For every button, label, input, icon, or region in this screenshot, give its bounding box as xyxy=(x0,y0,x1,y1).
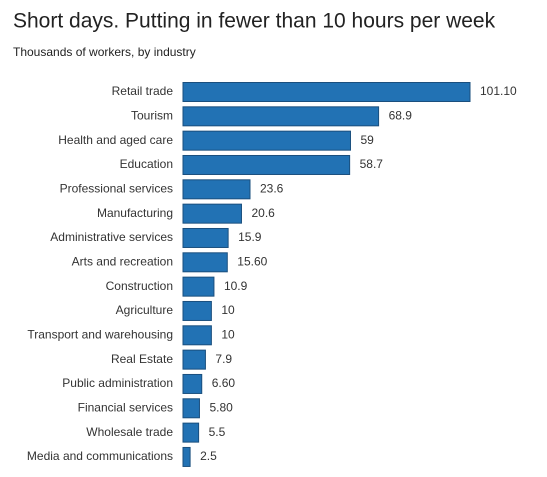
bar xyxy=(182,422,200,443)
category-label: Transport and warehousing xyxy=(27,327,173,341)
category-label: Retail trade xyxy=(112,84,174,98)
bar xyxy=(182,106,380,127)
category-label: Health and aged care xyxy=(58,133,173,147)
value-label: 15.9 xyxy=(238,230,262,244)
value-label: 5.80 xyxy=(209,400,233,414)
category-label: Media and communications xyxy=(27,449,173,463)
category-label: Professional services xyxy=(60,181,173,195)
bar xyxy=(182,349,206,370)
bar xyxy=(182,446,191,467)
bar xyxy=(182,325,212,346)
value-label: 58.7 xyxy=(360,157,384,171)
value-label: 15.60 xyxy=(237,254,267,268)
category-label: Agriculture xyxy=(116,303,174,317)
category-label: Education xyxy=(120,157,173,171)
value-label: 23.6 xyxy=(260,181,284,195)
category-label: Construction xyxy=(106,279,173,293)
chart-subtitle: Thousands of workers, by industry xyxy=(13,45,196,59)
value-label: 20.6 xyxy=(251,206,275,220)
category-label: Financial services xyxy=(78,400,173,414)
value-label: 6.60 xyxy=(212,376,236,390)
bar xyxy=(182,154,351,175)
value-label: 2.5 xyxy=(200,449,217,463)
bar xyxy=(182,130,351,151)
category-label: Tourism xyxy=(131,109,173,123)
value-label: 7.9 xyxy=(215,352,232,366)
category-label: Arts and recreation xyxy=(72,254,173,268)
category-label: Wholesale trade xyxy=(86,425,173,439)
bar xyxy=(182,179,251,200)
value-label: 10 xyxy=(221,303,235,317)
category-label: Real Estate xyxy=(111,352,173,366)
chart-title: Short days. Putting in fewer than 10 hou… xyxy=(13,10,496,33)
category-label: Administrative services xyxy=(50,230,173,244)
value-label: 101.10 xyxy=(480,84,517,98)
value-label: 10.9 xyxy=(224,279,248,293)
bar xyxy=(182,227,229,248)
bar xyxy=(182,276,215,297)
bar xyxy=(182,300,212,321)
value-label: 68.9 xyxy=(389,109,413,123)
value-label: 5.5 xyxy=(209,425,226,439)
value-label: 10 xyxy=(221,327,235,341)
bar xyxy=(182,252,228,273)
category-label: Public administration xyxy=(62,376,173,390)
category-label: Manufacturing xyxy=(97,206,173,220)
value-label: 59 xyxy=(360,133,374,147)
bar xyxy=(182,373,203,394)
bar xyxy=(182,82,471,102)
bar xyxy=(182,398,200,419)
bar xyxy=(182,203,242,224)
